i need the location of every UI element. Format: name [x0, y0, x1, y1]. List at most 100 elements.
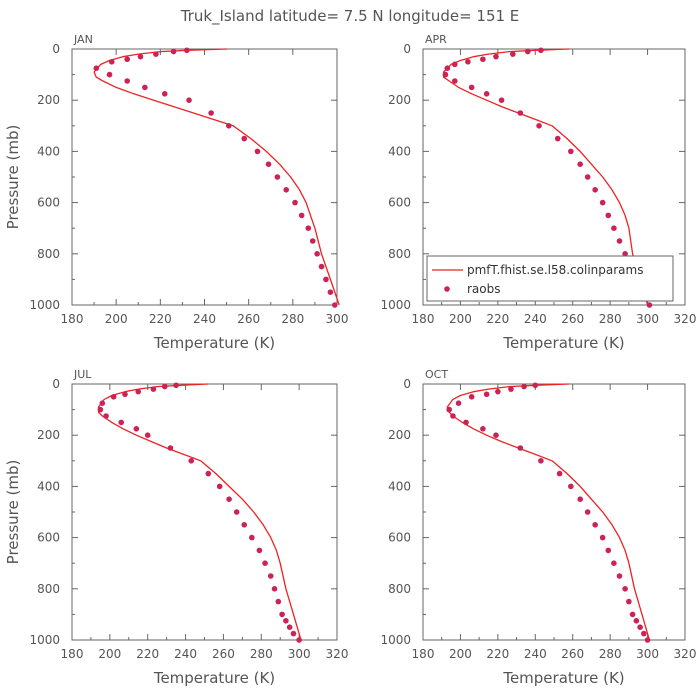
raobs-point [124, 56, 131, 63]
y-tick-label: 600 [388, 196, 411, 210]
raobs-point [226, 496, 232, 503]
raobs-point [298, 212, 305, 219]
raobs-point [525, 48, 531, 55]
y-tick-label: 1000 [380, 298, 411, 312]
x-tick-label: 180 [412, 312, 435, 326]
model-profile-line [446, 383, 651, 641]
legend-box [426, 255, 674, 302]
raobs-point [521, 383, 527, 390]
x-tick-label: 240 [174, 647, 197, 661]
model-profile-line [97, 383, 302, 641]
x-tick-label: 300 [288, 647, 311, 661]
raobs-point [568, 483, 574, 490]
raobs-point [626, 598, 632, 605]
raobs-point [605, 547, 612, 554]
x-axis-label: Temperature (K) [502, 334, 624, 352]
raobs-point [498, 97, 505, 103]
raobs-point [309, 238, 316, 244]
raobs-point [122, 391, 128, 398]
y-tick-label: 600 [37, 196, 60, 210]
x-tick-label: 180 [61, 647, 84, 661]
raobs-point [622, 251, 628, 257]
raobs-point [161, 383, 168, 390]
plot-frame [71, 48, 338, 306]
raobs-point [577, 161, 583, 167]
raobs-point [233, 509, 240, 515]
raobs-point [103, 413, 109, 419]
x-tick-label: 320 [674, 312, 697, 326]
panel-oct: 180 200 220 240 260 280 300 320 0 200 400 600 800 100… [380, 368, 696, 687]
raobs-point [275, 598, 282, 605]
raobs-point [135, 388, 142, 395]
raobs-point [480, 426, 486, 432]
x-tick-label: 300 [636, 647, 659, 661]
raobs-point [599, 199, 606, 206]
legend-entry-model: pmfT.fhist.se.l58.colinparams [467, 263, 643, 277]
y-axis-label: Pressure (mb) [4, 460, 22, 565]
x-tick-label: 200 [105, 312, 128, 326]
x-axis-label: Temperature (K) [153, 334, 275, 352]
model-profile-line [93, 48, 340, 306]
x-tick-label: 280 [250, 647, 273, 661]
model-profile-line [442, 48, 649, 306]
legend: pmfT.fhist.se.l58.colinparams raobs [426, 255, 674, 302]
y-tick-label: 0 [403, 377, 411, 391]
raobs-point [279, 611, 285, 618]
raobs-point [444, 65, 451, 71]
raobs-point [616, 573, 623, 579]
raobs-point [144, 432, 151, 439]
legend-marker-swatch [444, 286, 450, 292]
raobs-point [452, 61, 458, 68]
y-tick-label: 800 [37, 247, 60, 261]
raobs-point [283, 618, 289, 624]
raobs-point [554, 135, 561, 142]
raobs-point [493, 53, 499, 60]
panel-label: APR [425, 33, 447, 46]
y-tick-label: 1000 [29, 633, 60, 647]
raobs-point [532, 382, 539, 389]
raobs-point [267, 573, 274, 579]
raobs-point [124, 78, 131, 84]
raobs-point [318, 263, 325, 270]
raobs-point [208, 110, 214, 116]
panel-apr: 180 200 220 240 260 280 300 320 0 200 400 600 800 100… [380, 33, 696, 352]
raobs-point [331, 302, 338, 308]
raobs-point [592, 522, 598, 528]
raobs-point [225, 123, 232, 129]
raobs-point [641, 630, 647, 637]
raobs-point [286, 624, 293, 630]
raobs-point [108, 59, 115, 65]
raobs-point [483, 91, 490, 97]
x-tick-label: 300 [636, 312, 659, 326]
raobs-point [646, 302, 653, 308]
x-tick-label: 220 [486, 647, 509, 661]
raobs-point [584, 509, 591, 515]
raobs-point [314, 251, 320, 257]
raobs-point [622, 586, 628, 592]
raobs-point [508, 386, 514, 392]
raobs-point [605, 212, 612, 219]
raobs-point [483, 391, 490, 398]
raobs-point [592, 187, 598, 193]
raobs-point [241, 522, 248, 528]
raobs-point [493, 432, 499, 439]
y-tick-label: 1000 [380, 633, 411, 647]
raobs-point [556, 470, 563, 477]
panel-label: JAN [73, 33, 93, 46]
y-tick-label: 200 [388, 93, 411, 107]
raobs-point [173, 382, 179, 389]
raobs-point [468, 394, 475, 400]
legend-entry-raobs: raobs [467, 282, 501, 296]
y-tick-label: 400 [388, 144, 411, 158]
raobs-point [327, 289, 334, 296]
raobs-point [184, 47, 190, 54]
panel-jan: 180 200 220 240 260 280 300 0 200 400 600 800 1000 JA… [4, 33, 348, 352]
raobs-point [644, 637, 651, 643]
figure-title: Truk_Island latitude= 7.5 N longitude= 1… [180, 7, 520, 26]
raobs-point [150, 386, 157, 392]
raobs-point [538, 458, 544, 464]
y-tick-label: 400 [37, 479, 60, 493]
raobs-point [205, 470, 212, 477]
raobs-point [296, 637, 302, 643]
raobs-point [241, 135, 248, 142]
